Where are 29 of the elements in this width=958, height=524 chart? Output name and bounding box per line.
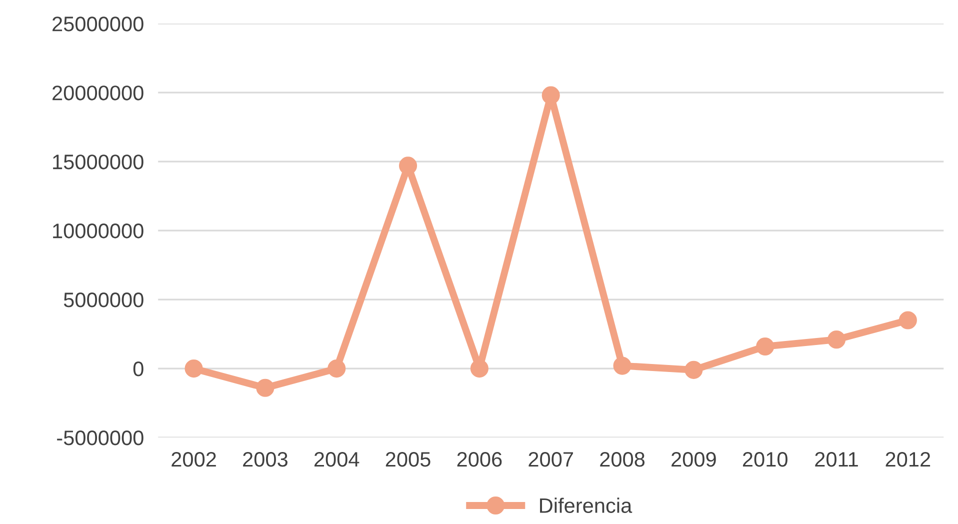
y-tick-label: 0 [133,362,144,376]
point [256,378,274,397]
y-tick-label: 15000000 [53,154,144,170]
legend-label: Diferencia [540,498,632,513]
point [898,311,917,330]
point [827,330,846,349]
x-tick-label: 2007 [528,452,573,467]
x-tick-label: 2006 [457,452,502,467]
x-tick-label: 2008 [600,452,645,467]
x-tick-label: 2009 [672,452,716,467]
point [542,86,560,104]
x-tick-label: 2012 [886,452,930,467]
point [184,360,203,378]
x-tick-label: 2003 [243,452,288,467]
x-tick-label: 2005 [386,452,430,467]
y-tick-label: 20000000 [52,86,144,100]
x-tick-label: 2011 [815,452,858,467]
point [613,356,632,375]
point [328,360,346,378]
x-tick-label: 2004 [314,452,360,467]
y-tick-label: 10000000 [53,224,144,238]
x-tick-label: 2010 [742,452,788,467]
y-tick-label: 25000000 [52,16,144,32]
y-tick-label: -5000000 [57,430,144,446]
point [684,360,703,379]
x-tick-label: 2002 [172,452,216,467]
point [470,360,488,378]
point [756,337,774,356]
y-tick-label: 5000000 [64,292,144,308]
